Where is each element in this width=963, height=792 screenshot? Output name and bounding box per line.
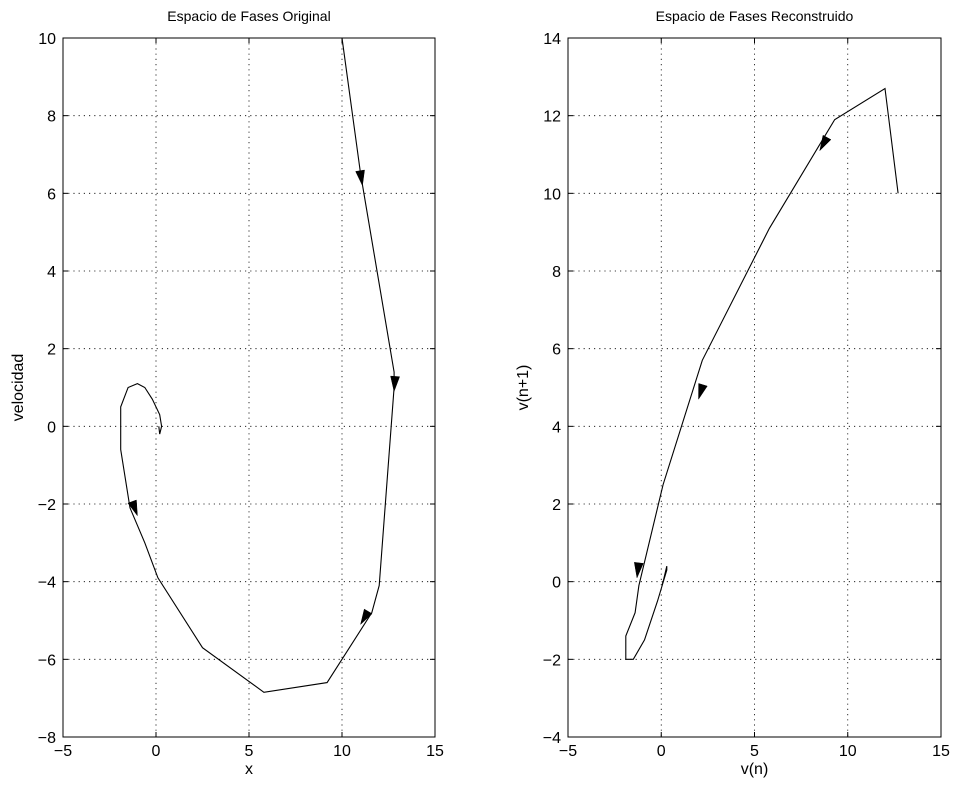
y-tick-label: −2	[38, 497, 56, 514]
y-tick-label: 12	[543, 109, 561, 126]
x-tick-label: −5	[54, 743, 72, 760]
y-axis-label: v(n+1)	[515, 365, 532, 411]
direction-arrow	[355, 169, 365, 187]
trajectory-line	[625, 87, 899, 660]
y-tick-label: 10	[543, 186, 561, 203]
chart-title: Espacio de Fases Original	[167, 8, 330, 24]
y-tick-label: −4	[543, 730, 561, 747]
y-axis-label: velocidad	[10, 354, 27, 422]
x-tick-label: 0	[657, 743, 666, 760]
y-tick-label: −4	[38, 575, 56, 592]
y-tick-label: 4	[552, 419, 561, 436]
x-tick-label: 15	[426, 743, 444, 760]
x-axis-label: x	[245, 761, 253, 778]
x-tick-label: 0	[152, 743, 161, 760]
x-axis-label: v(n)	[741, 761, 769, 778]
direction-arrow	[634, 562, 644, 579]
y-tick-label: 10	[38, 31, 56, 48]
y-tick-label: 2	[47, 342, 56, 359]
y-tick-label: 6	[552, 342, 561, 359]
x-tick-label: 15	[932, 743, 950, 760]
y-tick-label: −6	[38, 652, 56, 669]
trajectory-line	[120, 37, 395, 693]
y-tick-label: 8	[552, 264, 561, 281]
x-tick-label: 10	[839, 743, 857, 760]
y-tick-label: 4	[47, 264, 56, 281]
direction-arrow	[360, 608, 373, 626]
y-tick-label: −2	[543, 652, 561, 669]
direction-arrow	[127, 499, 138, 517]
x-tick-label: −5	[559, 743, 577, 760]
y-tick-label: 14	[543, 31, 561, 48]
direction-arrow	[819, 134, 832, 152]
y-tick-label: 0	[47, 419, 56, 436]
left-panel-phase-space-original: −5 0 5 10 15 −8 −6 −4 −2 0 2 4 6 8 10 Espacio de Fases …	[10, 8, 444, 778]
direction-arrow	[390, 375, 400, 393]
y-tick-label: 0	[552, 575, 561, 592]
x-tick-label: 5	[750, 743, 759, 760]
x-tick-label: 10	[333, 743, 351, 760]
right-panel-phase-space-reconstructed: −5 0 5 10 15 −4 −2 0 2 4 6 8 10 12 14 Espacio de Fases …	[515, 8, 950, 778]
chart-title: Espacio de Fases Reconstruido	[656, 8, 854, 24]
x-tick-label: 5	[245, 743, 254, 760]
y-tick-label: 6	[47, 186, 56, 203]
y-tick-label: −8	[38, 730, 56, 747]
direction-arrow	[698, 383, 708, 400]
y-tick-label: 8	[47, 109, 56, 126]
y-tick-label: 2	[552, 497, 561, 514]
